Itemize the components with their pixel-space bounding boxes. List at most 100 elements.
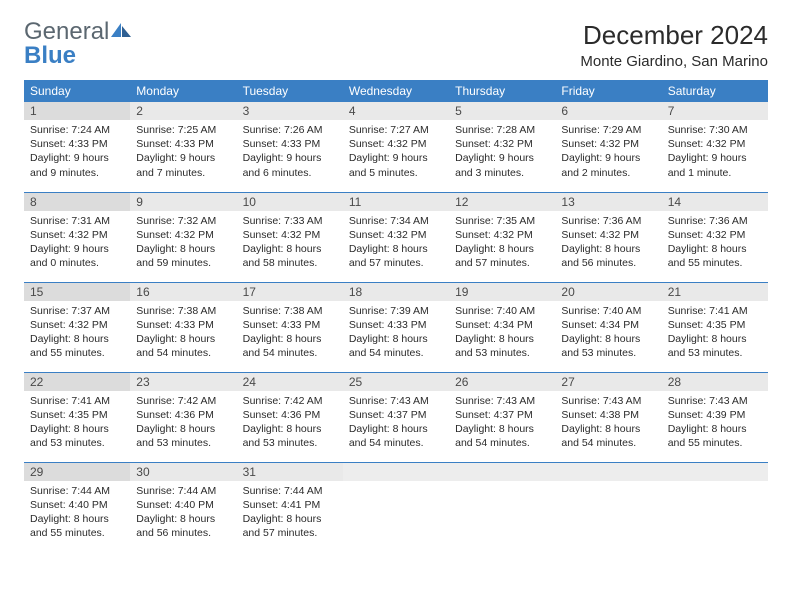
day-details: Sunrise: 7:43 AMSunset: 4:39 PMDaylight:… [662,391,768,457]
day-number: 4 [343,102,449,120]
sunset-line: Sunset: 4:33 PM [136,318,230,332]
sunset-line: Sunset: 4:32 PM [668,137,762,151]
daylight-line: Daylight: 8 hours and 53 minutes. [30,422,124,450]
daylight-line: Daylight: 9 hours and 7 minutes. [136,151,230,179]
weekday-header: Wednesday [343,80,449,102]
calendar-day-cell [449,462,555,552]
sunset-line: Sunset: 4:36 PM [136,408,230,422]
day-details: Sunrise: 7:41 AMSunset: 4:35 PMDaylight:… [24,391,130,457]
day-number-empty [662,463,768,481]
sunrise-line: Sunrise: 7:42 AM [243,394,337,408]
day-number: 19 [449,283,555,301]
sunset-line: Sunset: 4:35 PM [30,408,124,422]
calendar-page: General Blue December 2024 Monte Giardin… [0,0,792,572]
day-details: Sunrise: 7:38 AMSunset: 4:33 PMDaylight:… [130,301,236,367]
day-details: Sunrise: 7:38 AMSunset: 4:33 PMDaylight:… [237,301,343,367]
calendar-day-cell: 15Sunrise: 7:37 AMSunset: 4:32 PMDayligh… [24,282,130,372]
day-details: Sunrise: 7:39 AMSunset: 4:33 PMDaylight:… [343,301,449,367]
calendar-day-cell: 30Sunrise: 7:44 AMSunset: 4:40 PMDayligh… [130,462,236,552]
weekday-header-row: Sunday Monday Tuesday Wednesday Thursday… [24,80,768,102]
day-number: 28 [662,373,768,391]
sunset-line: Sunset: 4:32 PM [30,228,124,242]
calendar-day-cell [555,462,661,552]
sunset-line: Sunset: 4:40 PM [30,498,124,512]
calendar-day-cell [343,462,449,552]
calendar-day-cell: 2Sunrise: 7:25 AMSunset: 4:33 PMDaylight… [130,102,236,192]
calendar-day-cell: 28Sunrise: 7:43 AMSunset: 4:39 PMDayligh… [662,372,768,462]
sunset-line: Sunset: 4:34 PM [561,318,655,332]
sunrise-line: Sunrise: 7:43 AM [561,394,655,408]
sunrise-line: Sunrise: 7:27 AM [349,123,443,137]
day-number: 1 [24,102,130,120]
day-details: Sunrise: 7:35 AMSunset: 4:32 PMDaylight:… [449,211,555,277]
calendar-day-cell: 8Sunrise: 7:31 AMSunset: 4:32 PMDaylight… [24,192,130,282]
sunrise-line: Sunrise: 7:43 AM [349,394,443,408]
sunrise-line: Sunrise: 7:43 AM [455,394,549,408]
calendar-day-cell: 6Sunrise: 7:29 AMSunset: 4:32 PMDaylight… [555,102,661,192]
sunset-line: Sunset: 4:32 PM [349,137,443,151]
daylight-line: Daylight: 8 hours and 54 minutes. [455,422,549,450]
day-details: Sunrise: 7:33 AMSunset: 4:32 PMDaylight:… [237,211,343,277]
weekday-header: Tuesday [237,80,343,102]
daylight-line: Daylight: 8 hours and 59 minutes. [136,242,230,270]
day-details: Sunrise: 7:42 AMSunset: 4:36 PMDaylight:… [237,391,343,457]
day-number: 16 [130,283,236,301]
sunrise-line: Sunrise: 7:29 AM [561,123,655,137]
day-number-empty [449,463,555,481]
day-details: Sunrise: 7:28 AMSunset: 4:32 PMDaylight:… [449,120,555,186]
location: Monte Giardino, San Marino [580,53,768,70]
sail-icon [109,21,133,39]
daylight-line: Daylight: 8 hours and 56 minutes. [136,512,230,540]
calendar-day-cell: 7Sunrise: 7:30 AMSunset: 4:32 PMDaylight… [662,102,768,192]
day-details: Sunrise: 7:44 AMSunset: 4:41 PMDaylight:… [237,481,343,547]
day-number: 14 [662,193,768,211]
calendar-day-cell: 11Sunrise: 7:34 AMSunset: 4:32 PMDayligh… [343,192,449,282]
calendar-day-cell: 17Sunrise: 7:38 AMSunset: 4:33 PMDayligh… [237,282,343,372]
daylight-line: Daylight: 8 hours and 53 minutes. [561,332,655,360]
day-details: Sunrise: 7:32 AMSunset: 4:32 PMDaylight:… [130,211,236,277]
sunset-line: Sunset: 4:34 PM [455,318,549,332]
calendar-day-cell: 27Sunrise: 7:43 AMSunset: 4:38 PMDayligh… [555,372,661,462]
sunset-line: Sunset: 4:33 PM [349,318,443,332]
calendar-day-cell: 26Sunrise: 7:43 AMSunset: 4:37 PMDayligh… [449,372,555,462]
sunrise-line: Sunrise: 7:41 AM [668,304,762,318]
day-number: 22 [24,373,130,391]
calendar-week-row: 29Sunrise: 7:44 AMSunset: 4:40 PMDayligh… [24,462,768,552]
calendar-day-cell: 9Sunrise: 7:32 AMSunset: 4:32 PMDaylight… [130,192,236,282]
calendar-day-cell: 1Sunrise: 7:24 AMSunset: 4:33 PMDaylight… [24,102,130,192]
sunrise-line: Sunrise: 7:41 AM [30,394,124,408]
daylight-line: Daylight: 8 hours and 53 minutes. [243,422,337,450]
daylight-line: Daylight: 8 hours and 58 minutes. [243,242,337,270]
day-details: Sunrise: 7:25 AMSunset: 4:33 PMDaylight:… [130,120,236,186]
sunrise-line: Sunrise: 7:35 AM [455,214,549,228]
weekday-header: Monday [130,80,236,102]
sunrise-line: Sunrise: 7:32 AM [136,214,230,228]
day-details: Sunrise: 7:36 AMSunset: 4:32 PMDaylight:… [662,211,768,277]
calendar-day-cell: 18Sunrise: 7:39 AMSunset: 4:33 PMDayligh… [343,282,449,372]
logo: General Blue [24,20,133,68]
weekday-header: Friday [555,80,661,102]
daylight-line: Daylight: 9 hours and 5 minutes. [349,151,443,179]
sunset-line: Sunset: 4:41 PM [243,498,337,512]
calendar-week-row: 22Sunrise: 7:41 AMSunset: 4:35 PMDayligh… [24,372,768,462]
sunset-line: Sunset: 4:37 PM [455,408,549,422]
logo-general: General [24,18,109,45]
daylight-line: Daylight: 8 hours and 57 minutes. [455,242,549,270]
calendar-week-row: 1Sunrise: 7:24 AMSunset: 4:33 PMDaylight… [24,102,768,192]
calendar-week-row: 15Sunrise: 7:37 AMSunset: 4:32 PMDayligh… [24,282,768,372]
calendar-day-cell: 5Sunrise: 7:28 AMSunset: 4:32 PMDaylight… [449,102,555,192]
daylight-line: Daylight: 8 hours and 55 minutes. [30,332,124,360]
sunrise-line: Sunrise: 7:36 AM [561,214,655,228]
daylight-line: Daylight: 8 hours and 54 minutes. [349,332,443,360]
day-number: 27 [555,373,661,391]
sunset-line: Sunset: 4:32 PM [455,228,549,242]
day-number: 2 [130,102,236,120]
day-number: 20 [555,283,661,301]
calendar-day-cell: 31Sunrise: 7:44 AMSunset: 4:41 PMDayligh… [237,462,343,552]
day-details: Sunrise: 7:26 AMSunset: 4:33 PMDaylight:… [237,120,343,186]
daylight-line: Daylight: 8 hours and 55 minutes. [668,242,762,270]
weekday-header: Thursday [449,80,555,102]
day-details: Sunrise: 7:41 AMSunset: 4:35 PMDaylight:… [662,301,768,367]
day-number: 30 [130,463,236,481]
day-number: 5 [449,102,555,120]
